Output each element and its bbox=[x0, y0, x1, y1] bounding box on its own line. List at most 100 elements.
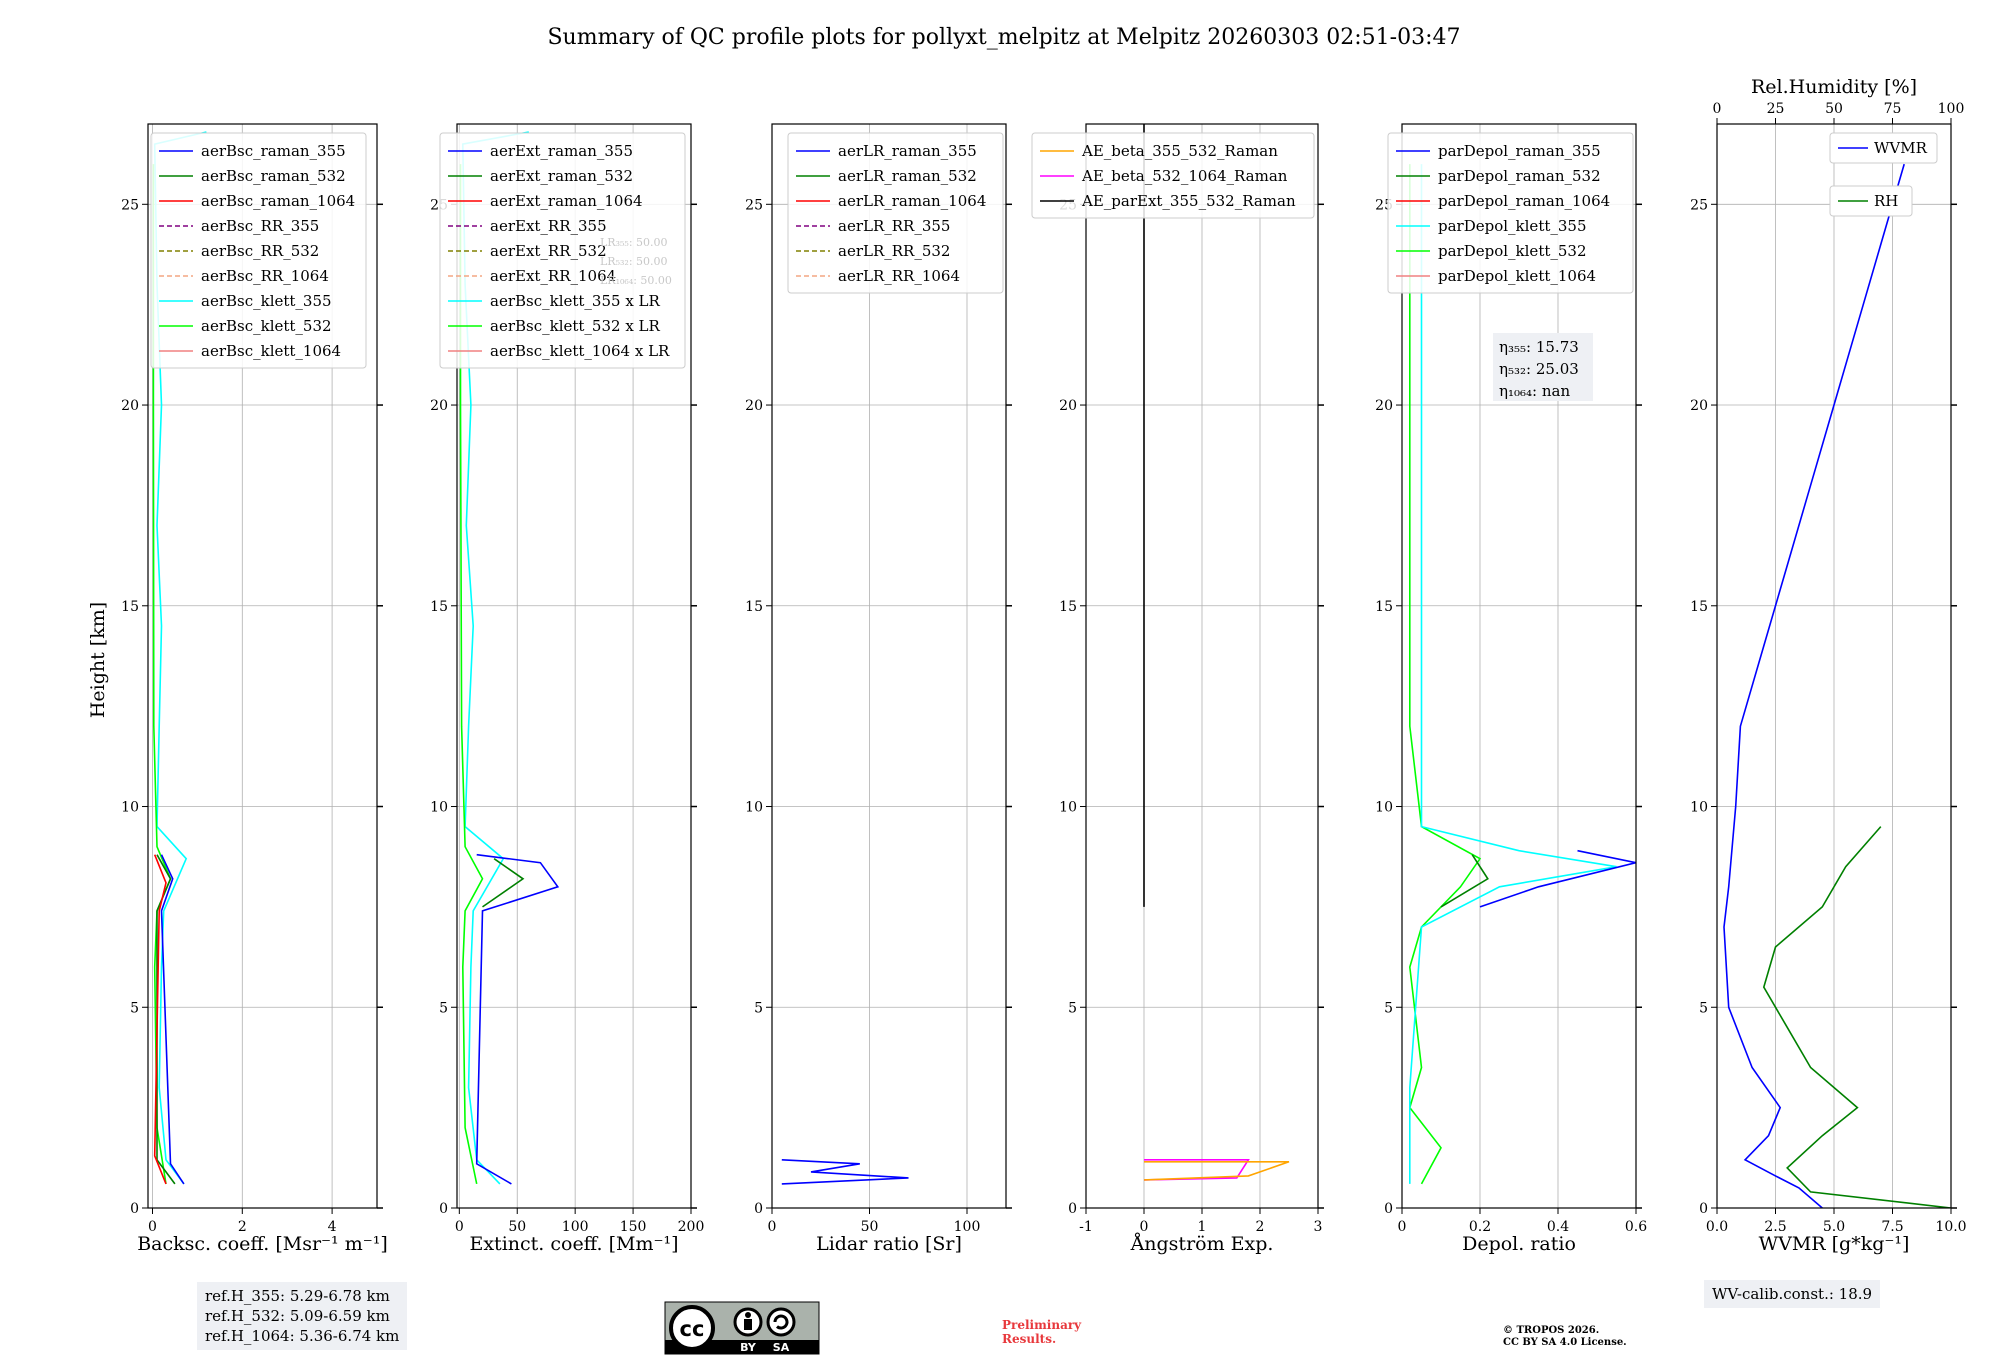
preliminary-line-1: Preliminary bbox=[1002, 1318, 1082, 1332]
x-tick-label-ext-2: 100 bbox=[562, 1219, 589, 1235]
copyright-note: © TROPOS 2026. CC BY SA 4.0 License. bbox=[1503, 1325, 1627, 1349]
legend-label-bsc-0: aerBsc_raman_355 bbox=[201, 142, 346, 160]
wv-calibration-constant: WV-calib.const.: 18.9 bbox=[1712, 1285, 1873, 1303]
cc-license-badge: cc BY SA bbox=[664, 1301, 820, 1355]
legend-label-ext-5: aerExt_RR_1064 bbox=[490, 267, 616, 285]
reference-height-box: ref.H_355: 5.29-6.78 km ref.H_532: 5.09-… bbox=[197, 1282, 408, 1350]
ref-height-355: ref.H_355: 5.29-6.78 km bbox=[205, 1287, 390, 1305]
legend-box-ae bbox=[1031, 132, 1315, 219]
x-axis-label-lr: Lidar ratio [Sr] bbox=[816, 1233, 962, 1255]
y-tick-label-lr-2: 10 bbox=[745, 800, 763, 816]
x-tick-label-depol-2: 0.4 bbox=[1547, 1219, 1569, 1235]
x-tick-label-lr-1: 50 bbox=[861, 1219, 879, 1235]
legend-label-lr-0: aerLR_raman_355 bbox=[838, 142, 977, 160]
y-axis-label: Height [km] bbox=[87, 602, 109, 718]
x-tick-label-wv-2: 5.0 bbox=[1823, 1219, 1845, 1235]
legend-box-lr bbox=[787, 132, 1004, 294]
preliminary-line-2: Results. bbox=[1002, 1332, 1057, 1346]
eta-label-0: η₃₅₅: 15.73 bbox=[1499, 338, 1579, 356]
legend-label-wvmr: WVMR bbox=[1874, 139, 1928, 157]
copyright-line-2: CC BY SA 4.0 License. bbox=[1503, 1337, 1627, 1348]
legend-label-ext-7: aerBsc_klett_532 x LR bbox=[490, 317, 661, 335]
x-tick-label-ae-2: 1 bbox=[1198, 1219, 1207, 1235]
lidar-ratio-label-2: LR₁₀₆₄: 50.00 bbox=[600, 274, 672, 287]
series-line-aerBsc_klett_532 x LR bbox=[459, 164, 484, 1185]
y-tick-label-lr-1: 5 bbox=[754, 1000, 763, 1016]
x-tick-label-lr-2: 100 bbox=[954, 1219, 981, 1235]
top-tick-label-0: 0 bbox=[1713, 101, 1722, 117]
lidar-ratio-label-1: LR₅₃₂: 50.00 bbox=[600, 255, 668, 268]
legend-label-ext-2: aerExt_raman_1064 bbox=[490, 192, 643, 210]
x-tick-label-wv-0: 0.0 bbox=[1706, 1219, 1728, 1235]
series-line-parDepol_klett_355 bbox=[1409, 164, 1617, 1184]
y-tick-label-lr-3: 15 bbox=[745, 599, 763, 615]
series-line-parDepol_klett_532 bbox=[1408, 164, 1482, 1185]
sa-share-icon bbox=[766, 1307, 796, 1337]
series-group-lr bbox=[781, 1159, 909, 1185]
x-axis-label-bsc: Backsc. coeff. [Msr⁻¹ m⁻¹] bbox=[137, 1233, 388, 1255]
y-tick-label-wv-5: 25 bbox=[1690, 197, 1708, 213]
y-tick-label-bsc-4: 20 bbox=[121, 398, 139, 414]
panel-frame-ext bbox=[456, 123, 692, 1209]
top-tick-label-4: 100 bbox=[1938, 101, 1965, 117]
ref-height-1064: ref.H_1064: 5.36-6.74 km bbox=[205, 1327, 400, 1345]
legend-label-lr-4: aerLR_RR_532 bbox=[838, 242, 950, 260]
legend-label-ext-8: aerBsc_klett_1064 x LR bbox=[490, 342, 670, 360]
legend-box-ext bbox=[439, 132, 686, 369]
eta-label-2: η₁₀₆₄: nan bbox=[1499, 382, 1570, 400]
legend-label-depol-2: parDepol_raman_1064 bbox=[1438, 192, 1610, 210]
legend-bsc: aerBsc_raman_355 aerBsc_raman_532 aerBsc_r… bbox=[150, 132, 367, 369]
x-tick-label-wv-4: 10.0 bbox=[1935, 1219, 1966, 1235]
legend-label-depol-4: parDepol_klett_532 bbox=[1438, 242, 1587, 260]
y-tick-label-lr-4: 20 bbox=[745, 398, 763, 414]
x-tick-label-lr-0: 0 bbox=[768, 1219, 777, 1235]
y-tick-label-bsc-5: 25 bbox=[121, 197, 139, 213]
legend-box-rh bbox=[1829, 185, 1913, 217]
legend-label-depol-0: parDepol_raman_355 bbox=[1438, 142, 1601, 160]
legend-label-ae-1: AE_beta_532_1064_Raman bbox=[1081, 167, 1288, 185]
cc-logo-text: cc bbox=[680, 1317, 705, 1341]
y-tick-label-ae-3: 15 bbox=[1059, 599, 1077, 615]
legend-label-bsc-8: aerBsc_klett_1064 bbox=[201, 342, 341, 360]
legend-label-ext-6: aerBsc_klett_355 x LR bbox=[490, 292, 661, 310]
lidar-ratio-label-0: LR₃₅₅: 50.00 bbox=[600, 236, 668, 249]
legend-label-ae-0: AE_beta_355_532_Raman bbox=[1081, 142, 1278, 160]
legend-label-lr-2: aerLR_raman_1064 bbox=[838, 192, 986, 210]
y-tick-label-ae-0: 0 bbox=[1068, 1201, 1077, 1217]
legend-label-bsc-6: aerBsc_klett_355 bbox=[201, 292, 332, 310]
legend-label-bsc-7: aerBsc_klett_532 bbox=[201, 317, 332, 335]
y-tick-label-depol-3: 15 bbox=[1375, 599, 1393, 615]
legend-label-lr-3: aerLR_RR_355 bbox=[838, 217, 950, 235]
y-tick-label-wv-2: 10 bbox=[1690, 800, 1708, 816]
series-line-aerExt_raman_532 bbox=[482, 858, 525, 908]
x-tick-label-ae-0: -1 bbox=[1079, 1219, 1093, 1235]
preliminary-results-note: Preliminary Results. bbox=[1002, 1318, 1081, 1346]
legend-lr: aerLR_raman_355 aerLR_raman_532 aerLR_rama… bbox=[787, 132, 1004, 294]
legend-box-depol bbox=[1387, 132, 1634, 294]
y-tick-label-ext-4: 20 bbox=[430, 398, 448, 414]
legend-box-bsc bbox=[150, 132, 367, 369]
y-tick-label-wv-3: 15 bbox=[1690, 599, 1708, 615]
legend-label-depol-5: parDepol_klett_1064 bbox=[1438, 267, 1596, 285]
x-tick-label-ext-1: 50 bbox=[508, 1219, 526, 1235]
y-tick-label-ext-1: 5 bbox=[439, 1000, 448, 1016]
legend-label-lr-5: aerLR_RR_1064 bbox=[838, 267, 960, 285]
legend-label-ext-1: aerExt_raman_532 bbox=[490, 167, 633, 185]
y-tick-label-lr-0: 0 bbox=[754, 1201, 763, 1217]
legend-depol: parDepol_raman_355 parDepol_raman_532 parD… bbox=[1387, 132, 1634, 294]
y-tick-label-ext-0: 0 bbox=[439, 1201, 448, 1217]
x-tick-label-depol-1: 0.2 bbox=[1469, 1219, 1491, 1235]
legend-label-lr-1: aerLR_raman_532 bbox=[838, 167, 977, 185]
ref-height-532: ref.H_532: 5.09-6.59 km bbox=[205, 1307, 390, 1325]
series-line-parDepol_raman_532 bbox=[1440, 854, 1489, 908]
legend-label-bsc-3: aerBsc_RR_355 bbox=[201, 217, 319, 235]
legend-label-ext-4: aerExt_RR_532 bbox=[490, 242, 607, 260]
series-line-aerBsc_raman_355 bbox=[160, 854, 185, 1185]
y-tick-label-wv-0: 0 bbox=[1699, 1201, 1708, 1217]
legend-label-ext-3: aerExt_RR_355 bbox=[490, 217, 607, 235]
y-tick-label-wv-4: 20 bbox=[1690, 398, 1708, 414]
x-axis-label-wv: WVMR [g*kg⁻¹] bbox=[1759, 1233, 1910, 1255]
legend-label-ext-0: aerExt_raman_355 bbox=[490, 142, 633, 160]
